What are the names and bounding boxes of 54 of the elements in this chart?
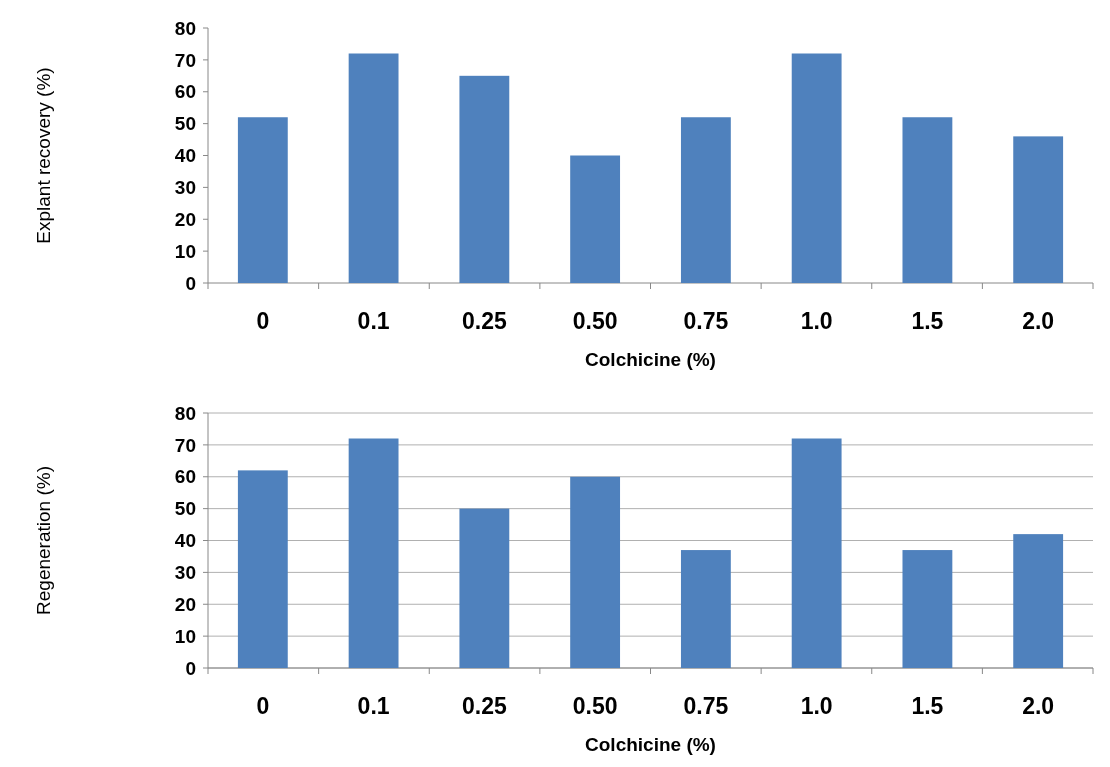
y-tick-label: 0 xyxy=(185,657,196,679)
bar xyxy=(570,476,621,668)
bar xyxy=(680,117,731,283)
y-tick-label: 0 xyxy=(185,272,196,294)
x-tick-label: 1.0 xyxy=(800,308,833,334)
x-tick-label: 0.1 xyxy=(357,693,390,719)
y-tick-label: 40 xyxy=(174,530,196,552)
bar xyxy=(459,508,510,668)
x-axis-title: Colchicine (%) xyxy=(585,349,716,370)
x-tick-label: 1.5 xyxy=(911,693,944,719)
x-tick-label: 1.5 xyxy=(911,308,944,334)
x-tick-label: 2.0 xyxy=(1022,693,1055,719)
bar xyxy=(1013,136,1064,283)
bar xyxy=(570,155,621,283)
bar xyxy=(348,438,399,668)
x-tick-label: 0.1 xyxy=(357,308,390,334)
y-tick-label: 80 xyxy=(174,402,196,424)
y-tick-label: 50 xyxy=(174,113,196,135)
x-tick-label: 0 xyxy=(256,693,270,719)
y-tick-label: 70 xyxy=(174,49,196,71)
y-tick-label: 30 xyxy=(174,562,196,584)
bar xyxy=(902,117,953,283)
y-tick-label: 60 xyxy=(174,81,196,103)
x-tick-label: 2.0 xyxy=(1022,308,1055,334)
x-tick-label: 0.75 xyxy=(683,693,729,719)
x-tick-label: 0.50 xyxy=(572,693,618,719)
bar xyxy=(680,550,731,668)
y-tick-label: 60 xyxy=(174,466,196,488)
y-tick-label: 30 xyxy=(174,177,196,199)
x-tick-label: 0 xyxy=(256,308,270,334)
x-tick-label: 0.25 xyxy=(461,693,507,719)
bar xyxy=(459,75,510,283)
y-tick-label: 10 xyxy=(174,625,196,647)
x-tick-label: 0.50 xyxy=(572,308,618,334)
bar xyxy=(791,438,842,668)
y-tick-label: 80 xyxy=(174,17,196,39)
y-axis-title: Regeneration (%) xyxy=(33,466,54,615)
y-tick-label: 20 xyxy=(174,208,196,230)
bar xyxy=(237,470,288,668)
y-axis-title: Explant recovery (%) xyxy=(33,67,54,244)
bar xyxy=(348,53,399,283)
x-tick-label: 0.75 xyxy=(683,308,729,334)
y-tick-label: 50 xyxy=(174,498,196,520)
y-tick-label: 40 xyxy=(174,145,196,167)
y-tick-label: 70 xyxy=(174,434,196,456)
bar xyxy=(237,117,288,283)
bar xyxy=(902,550,953,668)
bar xyxy=(1013,534,1064,668)
x-tick-label: 0.25 xyxy=(461,308,507,334)
y-tick-label: 10 xyxy=(174,240,196,262)
x-tick-label: 1.0 xyxy=(800,693,833,719)
x-axis-title: Colchicine (%) xyxy=(585,734,716,755)
y-tick-label: 20 xyxy=(174,593,196,615)
bar xyxy=(791,53,842,283)
